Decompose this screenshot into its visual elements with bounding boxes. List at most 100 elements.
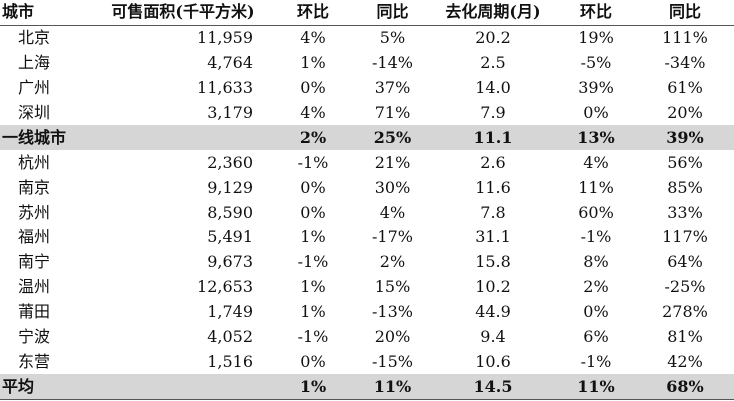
city-name: 深圳 — [18, 103, 51, 122]
area-value: 1,516 — [207, 351, 253, 371]
city-name: 北京 — [18, 28, 51, 48]
table-row: 莆田 1,749 1% -13% 44.9 0% 278% — [0, 300, 734, 325]
cycle-value: 15.8 — [475, 252, 511, 272]
table-row: 上海 4,764 1% -14% 2.5 -5% -34% — [0, 51, 734, 76]
city-name: 宁波 — [18, 327, 51, 347]
table-row: 北京 11,959 4% 5% 20.2 19% 111% — [0, 25, 734, 50]
cycle-mom: 2% — [583, 277, 609, 297]
area-value: 11,959 — [197, 28, 253, 48]
area-mom: 0% — [300, 202, 326, 222]
table-row: 福州 5,491 1% -17% 31.1 -1% 117% — [0, 225, 734, 250]
cycle-mom: 8% — [583, 252, 609, 272]
header-area-yoy: 同比 — [355, 0, 430, 26]
area-value: 8,590 — [207, 202, 253, 222]
area-yoy: -13% — [372, 302, 413, 322]
cycle-mom: 4% — [583, 152, 609, 172]
table-row: 深圳 3,179 4% 71% 7.9 0% 20% — [0, 101, 734, 126]
cycle-mom: 0% — [583, 103, 609, 122]
cycle-yoy: 278% — [662, 302, 708, 322]
area-value: 2,360 — [207, 152, 253, 172]
cycle-yoy: -25% — [664, 277, 706, 297]
area-yoy: -14% — [372, 53, 413, 73]
city-name: 南宁 — [18, 252, 51, 272]
cycle-yoy: 42% — [667, 351, 703, 371]
area-mom: 1% — [300, 227, 326, 247]
area-value: 11,633 — [197, 78, 253, 98]
city-name: 杭州 — [18, 152, 51, 172]
cycle-value: 7.8 — [480, 202, 506, 222]
cycle-value: 9.4 — [480, 327, 506, 347]
table-row: 南宁 9,673 -1% 2% 15.8 8% 64% — [0, 250, 734, 275]
cycle-yoy: 39% — [636, 125, 734, 151]
header-city: 城市 — [0, 0, 95, 26]
table-row: 东营 1,516 0% -15% 10.6 -1% 42% — [0, 349, 734, 374]
summary-row-tier1: 一线城市 2% 25% 11.1 13% 39% — [0, 125, 734, 151]
cycle-yoy: 33% — [667, 202, 703, 222]
area-yoy: 30% — [374, 177, 411, 197]
area-mom: 1% — [300, 302, 326, 322]
area-yoy: 15% — [374, 277, 411, 297]
city-name: 一线城市 — [0, 125, 95, 151]
cycle-mom: 11% — [556, 374, 636, 401]
city-name: 东营 — [18, 351, 51, 371]
area-value — [95, 374, 271, 401]
header-row: 城市 可售面积(千平方米) 环比 同比 去化周期(月) 环比 同比 — [0, 0, 734, 26]
area-mom: 2% — [271, 125, 355, 151]
area-value: 12,653 — [197, 277, 253, 297]
area-mom: 4% — [300, 28, 326, 48]
cycle-value: 2.6 — [480, 152, 506, 172]
area-mom: -1% — [297, 252, 329, 272]
area-value — [95, 125, 271, 151]
cycle-yoy: 111% — [662, 28, 708, 48]
cycle-value: 2.5 — [480, 53, 506, 73]
area-yoy: 37% — [374, 78, 411, 98]
cycle-mom: -1% — [580, 227, 612, 247]
city-name: 南京 — [18, 177, 51, 197]
area-value: 4,764 — [207, 53, 253, 73]
cycle-value: 14.0 — [475, 78, 511, 98]
area-value: 9,673 — [207, 252, 253, 272]
area-mom: 0% — [300, 177, 326, 197]
table-row: 温州 12,653 1% 15% 10.2 2% -25% — [0, 275, 734, 300]
cycle-value: 10.2 — [475, 277, 511, 297]
area-yoy: 5% — [379, 28, 406, 48]
city-name: 上海 — [18, 53, 51, 73]
header-cycle-mom: 环比 — [556, 0, 636, 26]
cycle-yoy: 68% — [636, 374, 734, 401]
header-area: 可售面积(千平方米) — [95, 0, 271, 26]
city-name: 福州 — [18, 227, 51, 247]
cycle-yoy: 64% — [667, 252, 703, 272]
city-name: 苏州 — [18, 202, 51, 222]
area-mom: 1% — [300, 277, 326, 297]
cycle-yoy: 85% — [667, 177, 703, 197]
table-row: 苏州 8,590 0% 4% 7.8 60% 33% — [0, 200, 734, 225]
summary-row-average: 平均 1% 11% 14.5 11% 68% — [0, 374, 734, 401]
cycle-mom: 0% — [583, 302, 609, 322]
area-mom: -1% — [297, 327, 329, 347]
area-yoy: 21% — [374, 152, 411, 172]
table-row: 南京 9,129 0% 30% 11.6 11% 85% — [0, 175, 734, 200]
header-area-mom: 环比 — [271, 0, 355, 26]
cycle-yoy: -34% — [664, 53, 706, 73]
table-row: 广州 11,633 0% 37% 14.0 39% 61% — [0, 76, 734, 101]
city-name: 温州 — [18, 277, 51, 297]
header-cycle: 去化周期(月) — [430, 0, 556, 26]
area-value: 5,491 — [207, 227, 253, 247]
city-name: 莆田 — [18, 302, 51, 322]
cycle-mom: 19% — [578, 28, 614, 48]
cycle-yoy: 117% — [662, 227, 708, 247]
cycle-mom: -1% — [580, 351, 612, 371]
area-value: 4,052 — [207, 327, 253, 347]
cycle-value: 31.1 — [475, 227, 511, 247]
cycle-value: 11.1 — [430, 125, 556, 151]
area-mom: 1% — [300, 53, 326, 73]
cycle-mom: 13% — [556, 125, 636, 151]
area-mom: 0% — [300, 351, 326, 371]
area-yoy: 20% — [374, 327, 411, 347]
cycle-yoy: 81% — [667, 327, 703, 347]
table-row: 宁波 4,052 -1% 20% 9.4 6% 81% — [0, 325, 734, 350]
table-row: 杭州 2,360 -1% 21% 2.6 4% 56% — [0, 150, 734, 175]
cycle-yoy: 56% — [667, 152, 703, 172]
cycle-value: 11.6 — [475, 177, 511, 197]
